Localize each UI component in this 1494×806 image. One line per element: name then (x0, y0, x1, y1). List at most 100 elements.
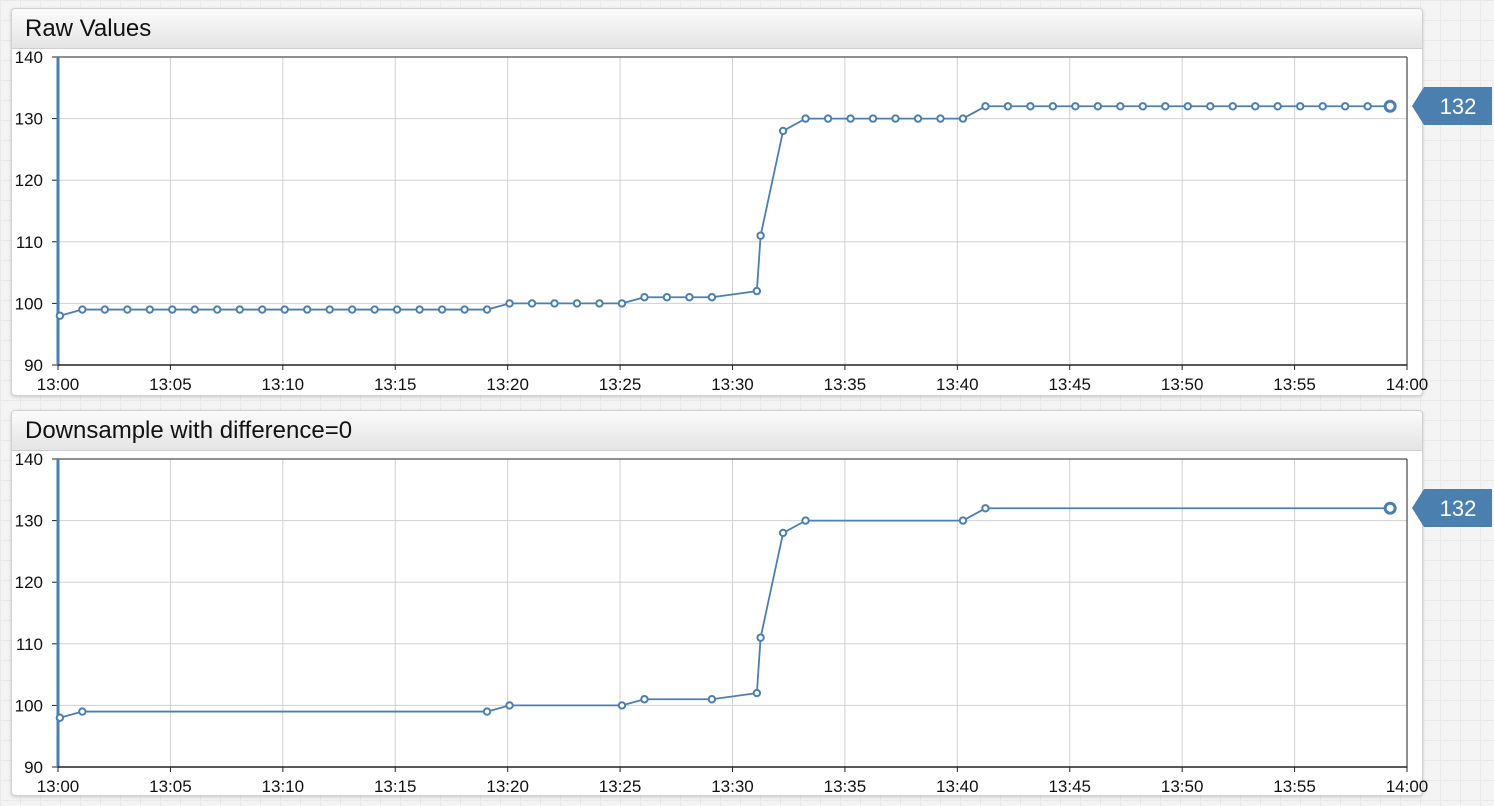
data-point (235, 305, 244, 314)
data-point (505, 701, 514, 710)
x-tick-label: 13:00 (37, 777, 80, 796)
y-tick-label: 130 (15, 110, 43, 129)
data-point (1251, 102, 1260, 111)
data-point (752, 286, 762, 296)
y-tick-label: 100 (15, 294, 43, 313)
data-point (55, 311, 65, 320)
last-value-badge: 132 (1412, 489, 1492, 527)
x-tick-label: 13:10 (262, 375, 305, 394)
x-tick-label: 13:00 (37, 375, 80, 394)
data-point (707, 695, 717, 704)
data-point (1273, 102, 1282, 111)
data-point (213, 305, 222, 314)
data-point (1026, 102, 1035, 111)
x-tick-label: 13:15 (374, 777, 417, 796)
last-value-text: 132 (1440, 94, 1477, 119)
data-point (258, 305, 267, 314)
data-point (1138, 102, 1148, 111)
data-point (617, 299, 627, 308)
data-point (527, 299, 537, 308)
line-chart: 13:00 13:05 13:10 13:15 13:20 13:25 13:30 13:35… (15, 48, 1429, 394)
y-tick-label: 140 (15, 450, 43, 469)
widget-title: Raw Values (12, 9, 1422, 49)
data-point (958, 516, 968, 525)
data-point (123, 305, 132, 314)
y-tick-label: 140 (15, 48, 43, 67)
data-point (707, 293, 717, 302)
data-point (936, 114, 945, 123)
data-point (370, 305, 379, 314)
data-point (482, 305, 492, 314)
data-point (1003, 102, 1013, 111)
data-point (662, 293, 672, 302)
data-point (415, 305, 424, 314)
data-point (640, 293, 649, 302)
x-tick-label: 13:45 (1048, 777, 1091, 796)
data-point (1206, 102, 1215, 111)
data-point (1071, 102, 1080, 111)
last-value-badge: 132 (1412, 87, 1492, 125)
data-point (958, 114, 968, 123)
data-point (460, 305, 469, 314)
data-point (1318, 102, 1327, 111)
data-point (1048, 102, 1058, 111)
data-point (280, 305, 289, 314)
data-point (190, 305, 199, 314)
data-point (685, 293, 694, 302)
x-tick-label: 13:35 (824, 777, 867, 796)
y-tick-label: 90 (24, 758, 43, 777)
data-point (168, 305, 177, 314)
data-point (550, 299, 559, 308)
x-tick-label: 13:05 (149, 375, 192, 394)
data-point (913, 114, 923, 123)
data-point (1340, 102, 1350, 111)
data-point (595, 299, 604, 308)
x-tick-label: 13:25 (599, 777, 642, 796)
x-tick-label: 13:15 (374, 375, 417, 394)
data-point (752, 688, 762, 698)
data-point (1228, 102, 1237, 111)
x-tick-label: 13:30 (711, 777, 754, 796)
data-point (505, 299, 514, 308)
data-point (1161, 102, 1170, 111)
data-point (823, 114, 833, 123)
x-tick-label: 13:55 (1273, 375, 1316, 394)
data-point (302, 305, 312, 314)
data-point (1383, 99, 1397, 113)
x-tick-label: 13:25 (599, 375, 642, 394)
chart-area: 13:00 13:05 13:10 13:15 13:20 13:25 13:30 13:35… (12, 450, 1492, 796)
x-tick-label: 14:00 (1386, 777, 1429, 796)
data-point (572, 299, 582, 308)
data-point (1093, 102, 1103, 111)
y-tick-label: 100 (15, 696, 43, 715)
y-tick-label: 120 (15, 171, 43, 190)
data-point (392, 305, 402, 314)
data-point (981, 504, 990, 513)
widget-raw-values: Raw Values 13:00 13:05 13:10 13:15 13:20 13:2… (11, 8, 1492, 396)
data-point (100, 305, 110, 314)
x-tick-label: 13:10 (262, 777, 305, 796)
data-point (347, 305, 357, 314)
x-tick-label: 14:00 (1386, 375, 1429, 394)
data-point (891, 114, 900, 123)
line-chart: 13:00 13:05 13:10 13:15 13:20 13:25 13:30 13:35… (15, 450, 1429, 796)
data-point (778, 528, 788, 538)
data-point (756, 633, 765, 642)
data-point (55, 713, 65, 722)
last-value-text: 132 (1440, 496, 1477, 521)
series-line (59, 507, 1391, 719)
data-point (1296, 102, 1305, 111)
data-point (1383, 501, 1397, 515)
x-tick-label: 13:35 (824, 375, 867, 394)
y-tick-label: 120 (15, 573, 43, 592)
x-tick-label: 13:40 (936, 777, 979, 796)
data-point (1183, 102, 1192, 111)
widget-title: Downsample with difference=0 (12, 411, 1422, 451)
x-tick-label: 13:45 (1048, 375, 1091, 394)
data-point (801, 516, 810, 525)
x-tick-label: 13:20 (486, 375, 529, 394)
data-point (617, 701, 627, 710)
data-point (78, 707, 87, 716)
data-point (1363, 102, 1372, 111)
data-point (437, 305, 447, 314)
